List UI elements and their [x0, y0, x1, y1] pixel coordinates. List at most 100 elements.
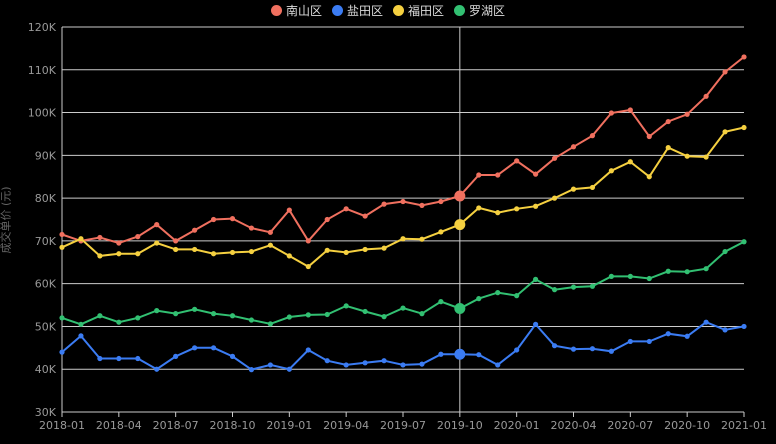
highlight-point	[454, 302, 466, 314]
data-point	[495, 290, 501, 296]
legend-marker	[393, 5, 404, 16]
data-point	[381, 201, 387, 207]
data-point	[116, 251, 122, 257]
data-point	[324, 311, 330, 318]
data-point	[400, 362, 406, 368]
legend-label: 罗湖区	[469, 4, 506, 18]
x-tick-label: 2018-07	[153, 419, 199, 432]
data-point	[305, 312, 311, 318]
legend: 南山区 盐田区 福田区 罗湖区	[0, 2, 776, 19]
data-point	[684, 269, 690, 275]
data-point	[741, 323, 747, 330]
data-point	[703, 93, 709, 99]
y-tick-label: 100K	[28, 107, 57, 120]
data-point	[59, 349, 65, 355]
data-point	[343, 362, 349, 368]
data-point	[248, 225, 255, 231]
y-tick-label: 110K	[28, 64, 57, 77]
x-tick-label: 2019-04	[323, 419, 369, 432]
data-point	[722, 69, 728, 75]
data-point	[608, 348, 614, 354]
x-tick-label: 2019-01	[266, 419, 312, 432]
data-point	[476, 296, 482, 302]
data-point	[419, 202, 425, 208]
data-point	[741, 239, 747, 245]
data-point	[533, 321, 539, 327]
data-point	[665, 118, 671, 125]
series-line	[61, 126, 745, 268]
x-tick-label: 2021-01	[721, 419, 767, 432]
data-point	[210, 345, 217, 351]
x-tick-label: 2019-10	[437, 419, 483, 432]
series-line	[61, 56, 745, 245]
data-point	[533, 203, 539, 209]
data-point	[305, 347, 311, 353]
data-point	[684, 153, 690, 159]
y-tick-label: 90K	[35, 149, 57, 162]
data-point	[495, 362, 501, 368]
data-point	[78, 321, 84, 327]
data-point	[570, 186, 577, 192]
data-point	[400, 236, 406, 242]
y-tick-label: 80K	[35, 192, 57, 205]
y-tick-label: 50K	[35, 320, 57, 333]
data-point	[362, 308, 368, 315]
data-point	[286, 253, 292, 259]
data-point	[248, 367, 255, 373]
data-point	[646, 133, 652, 140]
data-point	[97, 253, 103, 259]
data-point	[267, 362, 273, 368]
data-point	[324, 247, 330, 253]
x-tick-label: 2018-04	[96, 419, 142, 432]
data-point	[722, 327, 728, 333]
y-tick-label: 120K	[28, 21, 57, 34]
data-point	[665, 331, 671, 337]
data-point	[646, 338, 652, 345]
data-point	[210, 251, 217, 257]
data-point	[154, 240, 160, 246]
legend-item[interactable]: 盐田区	[331, 2, 383, 19]
data-point	[381, 358, 387, 364]
data-point	[343, 206, 349, 212]
data-point	[135, 315, 141, 321]
data-point	[154, 308, 160, 314]
legend-item[interactable]: 罗湖区	[454, 2, 505, 19]
data-point	[305, 263, 311, 270]
data-point	[381, 245, 387, 251]
legend-item[interactable]: 福田区	[393, 2, 444, 19]
data-point	[324, 216, 330, 223]
data-point	[589, 184, 596, 191]
data-point	[627, 107, 633, 113]
data-point	[210, 216, 217, 223]
data-point	[154, 366, 160, 372]
data-point	[343, 249, 349, 256]
data-point	[362, 360, 368, 366]
data-point	[514, 206, 520, 212]
data-point	[267, 242, 273, 248]
data-point	[514, 158, 520, 164]
data-point	[476, 352, 482, 358]
data-point	[173, 238, 179, 244]
data-point	[229, 313, 236, 319]
data-point	[646, 174, 652, 180]
data-point	[608, 110, 614, 116]
x-tick-label: 2020-04	[551, 419, 597, 432]
data-point	[514, 293, 520, 299]
data-point	[514, 347, 520, 353]
highlight-point	[454, 219, 466, 231]
data-point	[570, 346, 577, 352]
data-point	[362, 213, 368, 219]
data-point	[229, 249, 236, 256]
legend-label: 南山区	[285, 4, 322, 18]
data-point	[627, 273, 633, 279]
legend-item[interactable]: 南山区	[270, 2, 322, 19]
legend-marker	[454, 5, 466, 16]
data-point	[551, 155, 558, 161]
data-point	[267, 229, 273, 235]
data-point	[703, 154, 709, 160]
data-point	[192, 227, 198, 233]
data-point	[305, 238, 311, 244]
data-point	[400, 198, 406, 205]
data-point	[173, 353, 179, 359]
x-tick-label: 2018-10	[210, 419, 256, 432]
